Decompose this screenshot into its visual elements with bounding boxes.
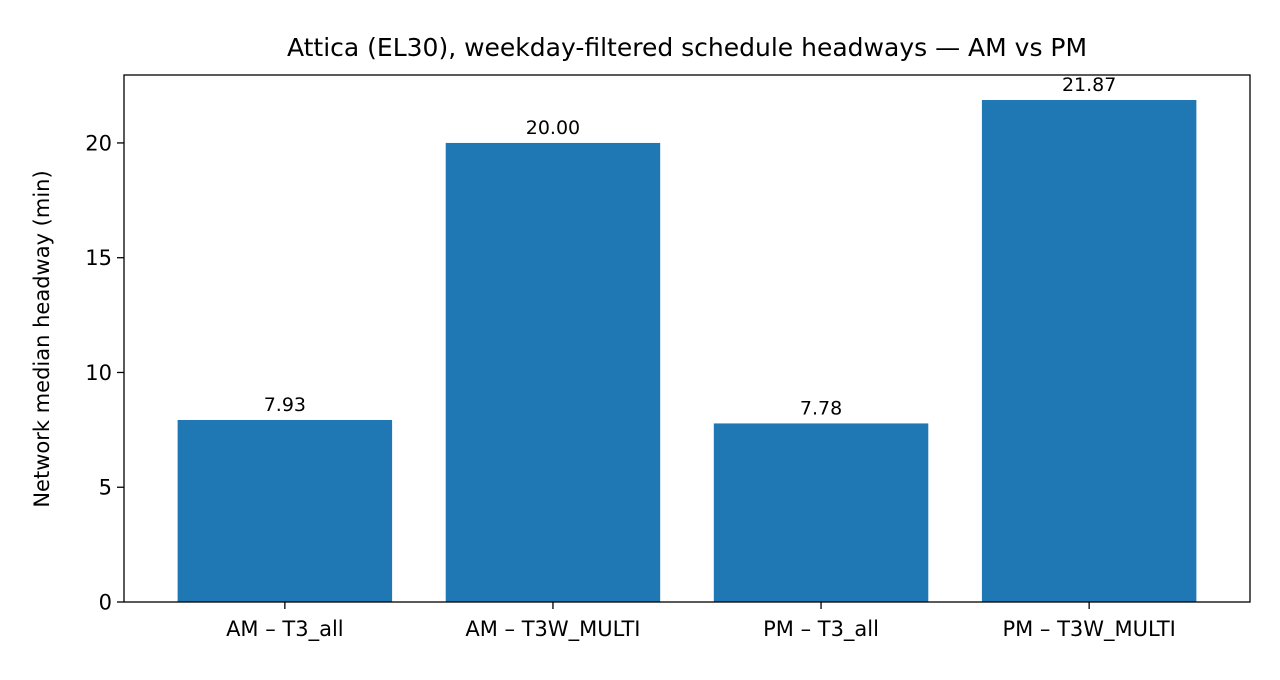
- bar-value-label: 21.87: [1062, 74, 1116, 96]
- y-tick-label: 15: [85, 246, 112, 270]
- x-tick-label: AM – T3W_MULTI: [465, 617, 640, 642]
- y-axis-title: Network median headway (min): [30, 170, 54, 507]
- y-tick-label: 5: [99, 476, 112, 500]
- axes-layer: 0 5 10 15 20 AM – T3_all AM – T3W_MULTI PM – T3…: [85, 74, 1251, 642]
- bar-1: [177, 419, 393, 602]
- bar-value-label: 7.78: [800, 397, 842, 419]
- x-tick-label: AM – T3_all: [226, 617, 344, 642]
- x-tick-label: PM – T3W_MULTI: [1002, 617, 1175, 642]
- plot-frame: [123, 74, 1251, 603]
- bar-value-labels: 7.93 20.00 7.78 21.87: [264, 74, 1117, 419]
- y-tick-label: 0: [99, 591, 112, 615]
- bar-3: [713, 423, 929, 602]
- bar-2: [445, 142, 661, 602]
- y-tick-label: 10: [85, 361, 112, 385]
- bars-layer: [177, 100, 1197, 602]
- bar-4: [981, 100, 1197, 602]
- bar-value-label: 20.00: [526, 117, 580, 139]
- chart-title: Attica (EL30), weekday-filtered schedule…: [287, 33, 1087, 62]
- bar-value-label: 7.93: [264, 394, 306, 416]
- x-tick-label: PM – T3_all: [763, 617, 879, 642]
- y-tick-label: 20: [85, 131, 112, 155]
